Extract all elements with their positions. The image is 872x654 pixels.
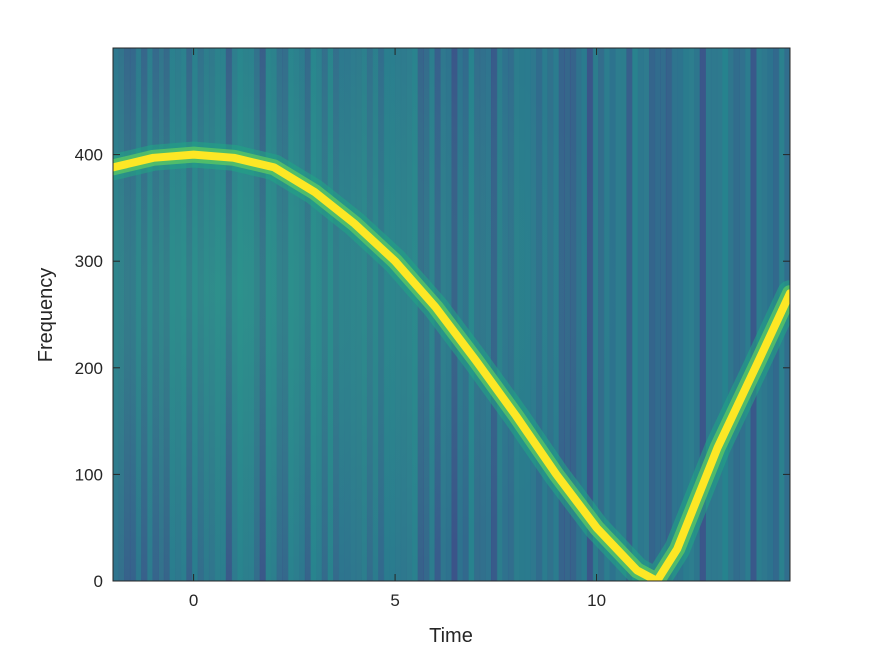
y-axis-label: Frequency [35, 268, 57, 363]
ridge-point [391, 258, 399, 265]
y-tick-label: 200 [75, 359, 103, 378]
ridge-point [512, 412, 520, 419]
ridge-group [113, 141, 790, 581]
ridge-point [432, 303, 439, 311]
x-tick-label: 10 [587, 591, 606, 610]
ridge-point [633, 567, 641, 574]
ridge-point [190, 151, 197, 158]
ridge-point [230, 154, 238, 161]
y-tick-label: 0 [94, 572, 103, 591]
x-tick-label: 5 [390, 591, 399, 610]
ridge-point [113, 164, 117, 171]
ridge-point [553, 471, 560, 478]
y-tick-label: 300 [75, 252, 103, 271]
ridge-point [311, 188, 318, 196]
y-tick-label: 100 [75, 465, 103, 484]
x-axis-label: Time [429, 625, 473, 647]
x-axis-ticks: 0 5 10 [189, 48, 606, 610]
ridge-point [593, 524, 600, 531]
ridge-point [472, 357, 479, 364]
ridge-point [754, 359, 761, 366]
plot-area [112, 47, 791, 582]
ridge-point [674, 545, 681, 553]
ridge-point [786, 290, 790, 297]
y-tick-label: 400 [75, 146, 103, 165]
ridge-point [351, 220, 358, 228]
x-tick-label: 0 [189, 591, 198, 610]
ridge-point [271, 164, 278, 171]
ridge-point [150, 154, 157, 161]
ridge-point [653, 577, 661, 581]
ridge-point [714, 444, 721, 451]
y-axis-ticks: 0 100 200 300 400 [75, 146, 790, 591]
plot-frame [112, 47, 791, 582]
